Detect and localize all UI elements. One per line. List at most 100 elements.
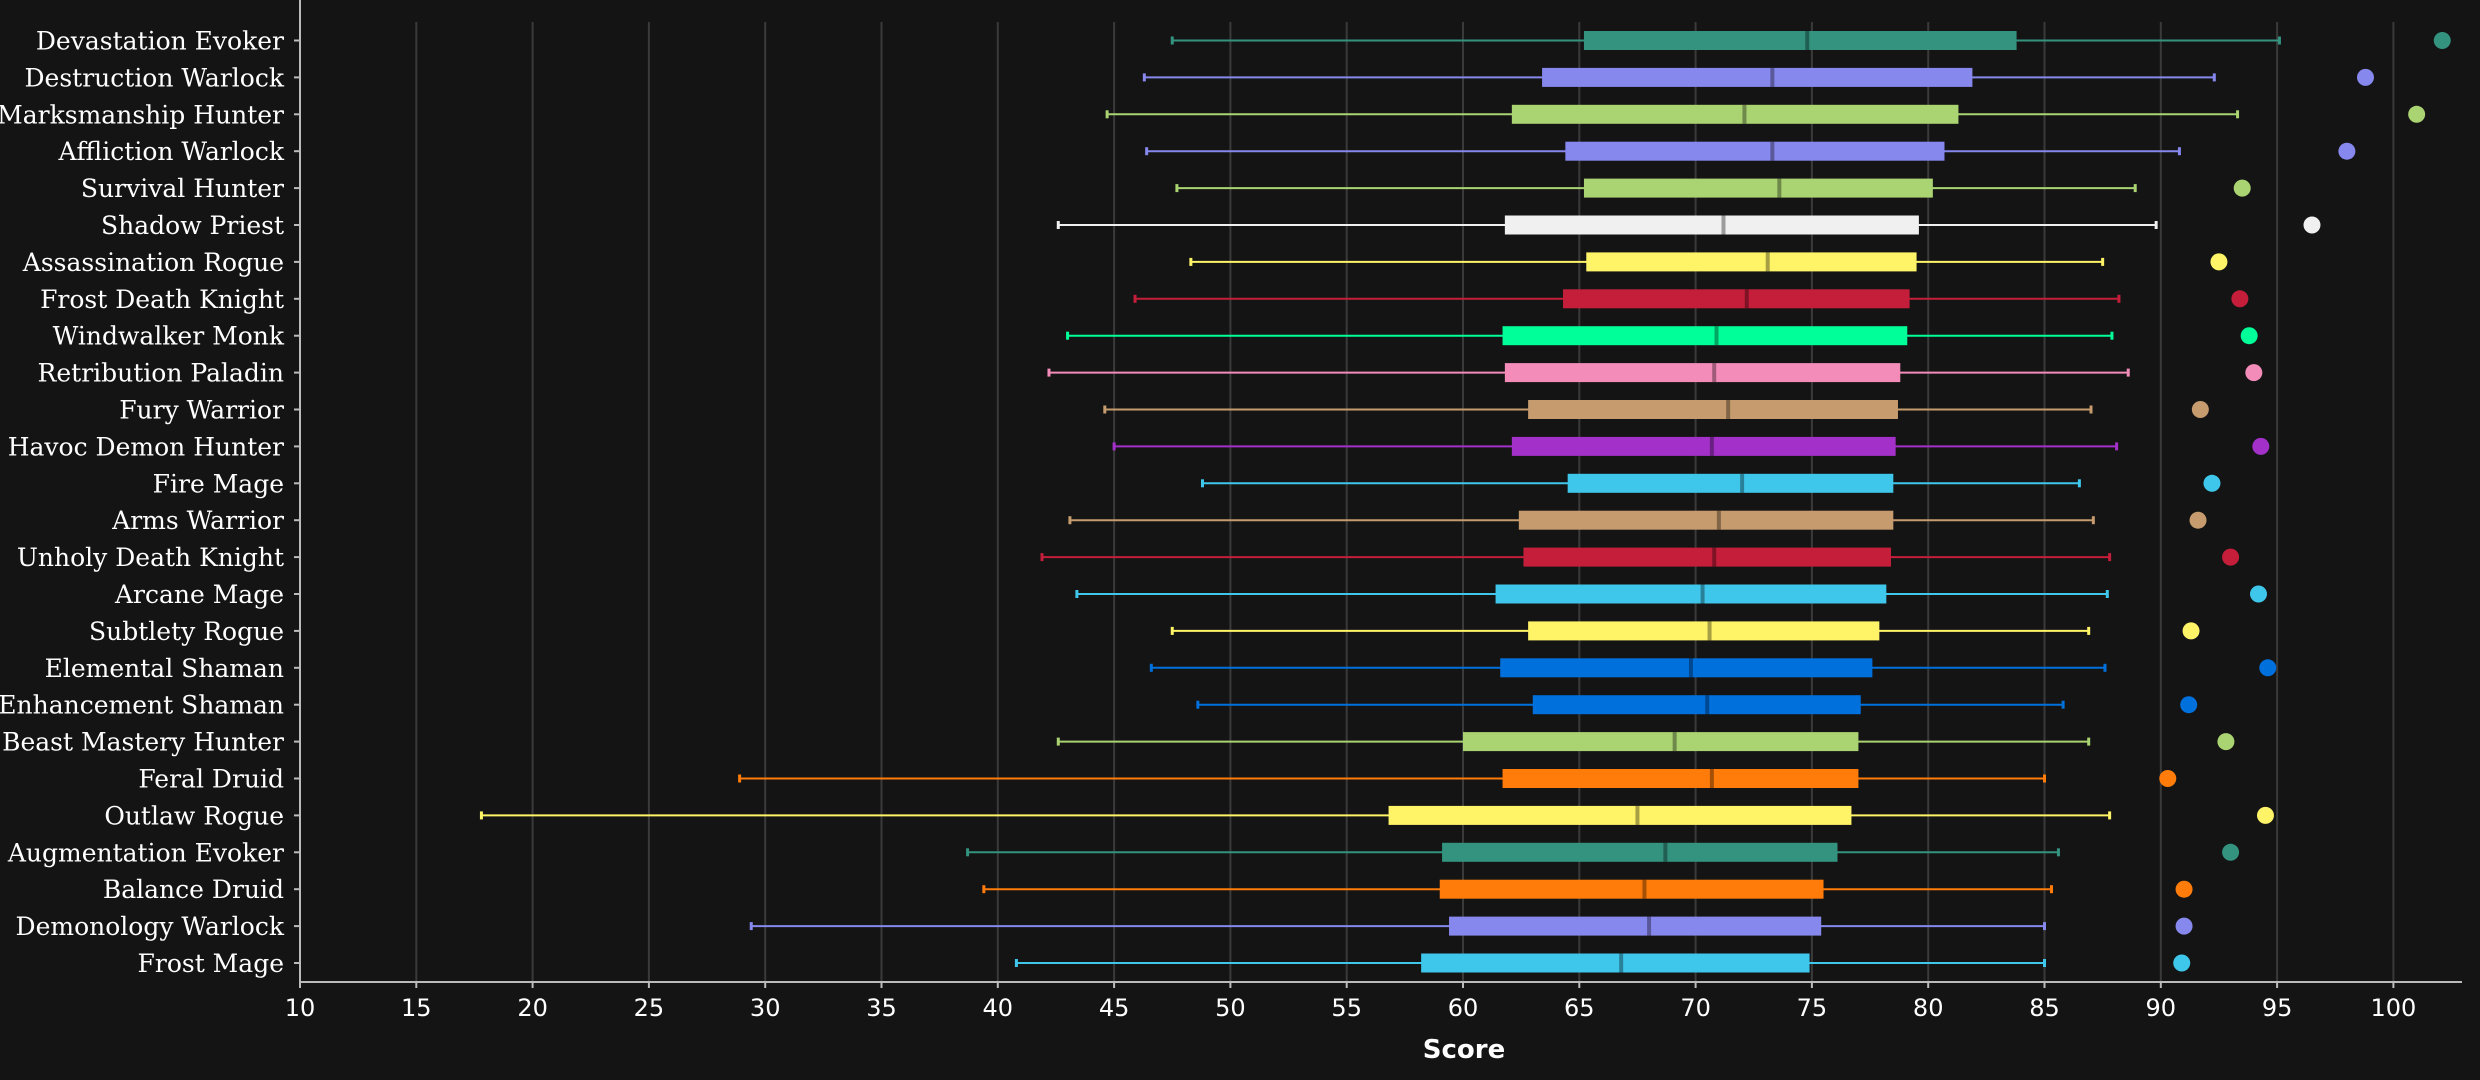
x-tick-label-95: 95 — [2262, 994, 2293, 1022]
top-score-dot — [2222, 843, 2240, 861]
iqr-box — [1528, 400, 1898, 419]
x-tick-label-80: 80 — [1913, 994, 1944, 1022]
box-row-havoc-demon-hunter — [1112, 436, 2270, 456]
box-row-demonology-warlock — [749, 916, 2193, 936]
top-score-dot — [2259, 659, 2277, 677]
x-tick-label-90: 90 — [2146, 994, 2177, 1022]
top-score-dot — [2159, 770, 2177, 787]
box-row-destruction-warlock — [1142, 67, 2374, 87]
x-tick-label-40: 40 — [983, 994, 1014, 1022]
box-row-affliction-warlock — [1145, 141, 2356, 161]
category-label-marksmanship-hunter: Marksmanship Hunter — [0, 100, 284, 129]
box-row-windwalker-monk — [1066, 326, 2258, 346]
top-score-dot — [2408, 105, 2426, 123]
category-label-outlaw-rogue: Outlaw Rogue — [104, 801, 284, 830]
box-row-arcane-mage — [1075, 584, 2267, 604]
x-tick-label-85: 85 — [2029, 994, 2060, 1022]
iqr-box — [1528, 621, 1880, 641]
top-score-dot — [2433, 32, 2451, 49]
category-label-windwalker-monk: Windwalker Monk — [53, 322, 285, 351]
iqr-box — [1586, 252, 1917, 272]
x-tick-label-50: 50 — [1215, 994, 1246, 1022]
top-score-dot — [2189, 511, 2207, 529]
iqr-box — [1565, 141, 1945, 161]
box-row-fire-mage — [1200, 473, 2221, 493]
top-score-dot — [2245, 364, 2263, 382]
box-row-beast-mastery-hunter — [1056, 732, 2235, 752]
top-score-dot — [2173, 954, 2191, 972]
category-label-unholy-death-knight: Unholy Death Knight — [17, 543, 284, 572]
category-label-shadow-priest: Shadow Priest — [101, 211, 284, 240]
x-tick-label-100: 100 — [2370, 994, 2416, 1022]
x-axis-title: Score — [1423, 1035, 1505, 1065]
box-row-frost-death-knight — [1133, 289, 2249, 309]
iqr-box — [1463, 732, 1859, 752]
box-row-devastation-evoker — [1170, 31, 2451, 50]
top-score-dot — [2240, 327, 2258, 345]
top-score-dot — [2182, 622, 2200, 640]
top-score-dot — [2233, 179, 2251, 197]
category-label-frost-death-knight: Frost Death Knight — [40, 285, 284, 314]
iqr-box — [1583, 178, 1933, 198]
x-tick-label-35: 35 — [866, 994, 897, 1022]
top-score-dot — [2210, 253, 2228, 271]
axis-layer: 10 15 20 25 30 35 40 45 50 55 60 65 70 75 80 85 90 95 100 D… — [0, 0, 2462, 1022]
x-tick-label-25: 25 — [634, 994, 665, 1022]
iqr-box — [1523, 547, 1891, 567]
iqr-box — [1442, 842, 1838, 862]
top-score-dot — [2356, 68, 2374, 86]
box-row-frost-mage — [1014, 953, 2191, 973]
top-score-dot — [2252, 437, 2270, 455]
iqr-box — [1511, 436, 1896, 456]
box-row-outlaw-rogue — [479, 805, 2274, 825]
top-score-dot — [2191, 401, 2209, 418]
box-row-fury-warrior — [1103, 400, 2209, 419]
category-label-survival-hunter: Survival Hunter — [81, 174, 284, 203]
box-row-subtlety-rogue — [1170, 621, 2200, 641]
box-row-feral-druid — [738, 769, 2177, 788]
iqr-box — [1567, 473, 1894, 493]
category-label-assassination-rogue: Assassination Rogue — [22, 248, 284, 277]
x-tick-label-70: 70 — [1680, 994, 1711, 1022]
top-score-dot — [2175, 917, 2193, 935]
top-score-dot — [2303, 216, 2321, 234]
category-label-arcane-mage: Arcane Mage — [114, 580, 284, 609]
x-tick-label-10: 10 — [285, 994, 316, 1022]
x-tick-label-30: 30 — [750, 994, 781, 1022]
iqr-box — [1532, 695, 1861, 715]
grid-layer — [415, 22, 2395, 982]
iqr-box — [1511, 104, 1959, 124]
box-row-unholy-death-knight — [1040, 547, 2240, 567]
top-score-dot — [2180, 696, 2198, 714]
category-label-beast-mastery-hunter: Beast Mastery Hunter — [2, 728, 284, 757]
iqr-box — [1542, 67, 1973, 87]
box-row-assassination-rogue — [1189, 252, 2228, 272]
iqr-box — [1421, 953, 1810, 973]
box-row-elemental-shaman — [1149, 658, 2277, 678]
category-label-fury-warrior: Fury Warrior — [119, 396, 284, 425]
category-label-subtlety-rogue: Subtlety Rogue — [89, 617, 284, 646]
x-tick-label-65: 65 — [1564, 994, 1595, 1022]
box-row-marksmanship-hunter — [1105, 104, 2426, 124]
iqr-box — [1563, 289, 1910, 309]
x-tick-label-45: 45 — [1099, 994, 1130, 1022]
category-label-elemental-shaman: Elemental Shaman — [45, 654, 284, 683]
x-tick-label-15: 15 — [401, 994, 432, 1022]
category-label-augmentation-evoker: Augmentation Evoker — [7, 838, 284, 867]
iqr-box — [1495, 584, 1887, 604]
top-score-dot — [2249, 585, 2267, 603]
iqr-box — [1449, 916, 1822, 936]
top-score-dot — [2217, 733, 2235, 751]
category-label-retribution-paladin: Retribution Paladin — [38, 359, 284, 388]
box-row-enhancement-shaman — [1196, 695, 2198, 715]
category-label-fire-mage: Fire Mage — [153, 469, 284, 498]
x-tick-label-55: 55 — [1331, 994, 1362, 1022]
category-label-arms-warrior: Arms Warrior — [111, 506, 284, 535]
iqr-box — [1502, 769, 1859, 788]
top-score-dot — [2203, 474, 2221, 492]
category-label-balance-druid: Balance Druid — [103, 875, 284, 904]
x-tick-label-75: 75 — [1797, 994, 1828, 1022]
category-label-frost-mage: Frost Mage — [138, 949, 284, 978]
box-row-arms-warrior — [1068, 510, 2207, 530]
